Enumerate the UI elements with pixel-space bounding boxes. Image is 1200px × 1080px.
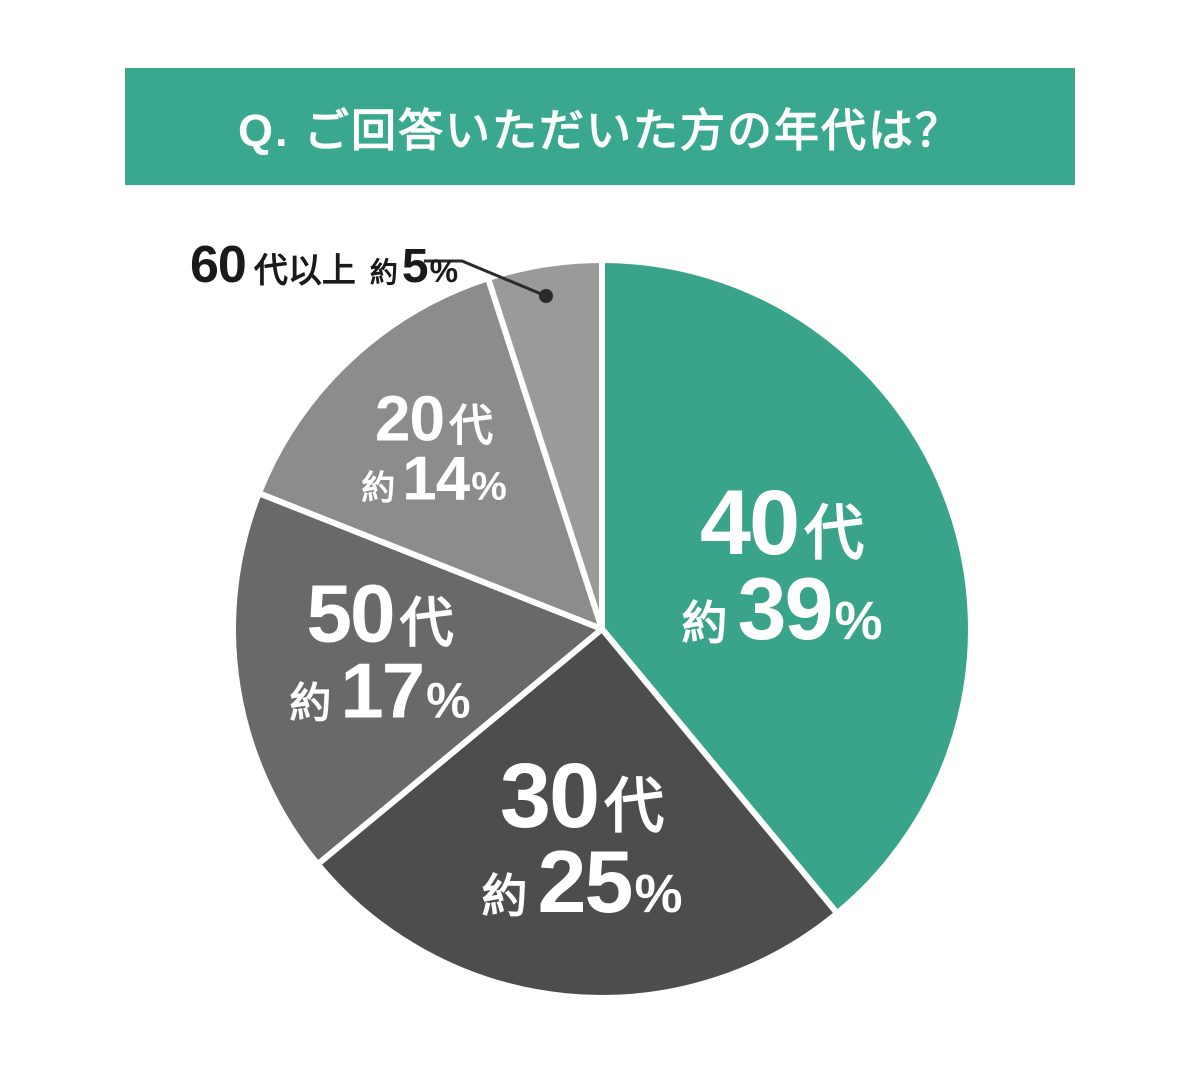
question-title: Q. ご回答いただいた方の年代は？ <box>237 105 962 156</box>
slice-label-50s-percent: 17 <box>340 646 425 735</box>
slice-label-50s-value: 約 17% <box>289 652 471 730</box>
slice-label-30s: 30 代 約 25% <box>481 750 683 925</box>
slice-label-50s-number: 50 <box>306 568 395 660</box>
slice-label-60s-suffix: 代以上 <box>253 252 356 290</box>
slice-label-60s-percent: 5 <box>401 240 429 293</box>
slice-label-20s-percent-sign: % <box>471 464 507 509</box>
slice-label-50s-approx: 約 <box>289 679 332 727</box>
slice-label-40s-suffix: 代 <box>804 499 865 567</box>
pie-slice-5-60代以上 <box>485 257 605 632</box>
slice-label-40s-name: 40 代 <box>682 477 883 569</box>
pie-slices <box>230 257 974 1001</box>
slice-label-30s-name: 30 代 <box>482 750 683 842</box>
slice-label-40s-approx: 約 <box>681 596 728 649</box>
slice-label-30s-percent-sign: % <box>634 863 683 924</box>
slice-label-50s: 50 代 約 17% <box>289 573 471 730</box>
slice-label-20s-name: 20 代 <box>361 387 507 451</box>
slice-label-60s-plus: 60 代以上 約5% <box>190 235 458 295</box>
pie-slice-3-50代 <box>230 490 605 868</box>
slice-label-20s-suffix: 代 <box>449 401 494 451</box>
slice-label-60s-percent-sign: % <box>429 253 459 289</box>
slice-label-30s-approx: 約 <box>481 869 528 922</box>
slice-label-30s-value: 約 25% <box>481 837 683 925</box>
slice-label-30s-percent: 25 <box>537 831 634 931</box>
slice-label-20s-approx: 約 <box>361 469 396 508</box>
slice-label-30s-suffix: 代 <box>604 772 665 840</box>
slice-label-20s-value: 約 14% <box>361 448 507 510</box>
slice-label-40s-percent-sign: % <box>834 590 883 651</box>
slice-label-30s-number: 30 <box>499 744 600 847</box>
pie-slice-1-40代 <box>599 257 974 917</box>
callout-leader-dot <box>539 289 553 303</box>
slice-label-20s-number: 20 <box>374 382 445 455</box>
slice-label-50s-name: 50 代 <box>289 573 470 655</box>
question-banner: Q. ご回答いただいた方の年代は？ <box>125 68 1075 185</box>
slice-label-50s-percent-sign: % <box>426 672 471 729</box>
slice-label-40s-number: 40 <box>699 471 800 574</box>
slice-label-20s: 20 代 約 14% <box>361 387 507 511</box>
slice-label-60s-number: 60 <box>190 236 247 294</box>
slice-label-40s-percent: 39 <box>737 558 834 658</box>
pie-slice-2-30代 <box>314 626 841 1001</box>
slice-label-40s-value: 約 39% <box>681 564 883 652</box>
slice-label-20s-percent: 14 <box>402 444 470 514</box>
slice-label-50s-suffix: 代 <box>399 593 454 654</box>
callout-leader-line <box>424 259 547 298</box>
slice-label-60s-approx: 約 <box>369 257 398 288</box>
slice-label-40s: 40 代 約 39% <box>681 477 883 652</box>
